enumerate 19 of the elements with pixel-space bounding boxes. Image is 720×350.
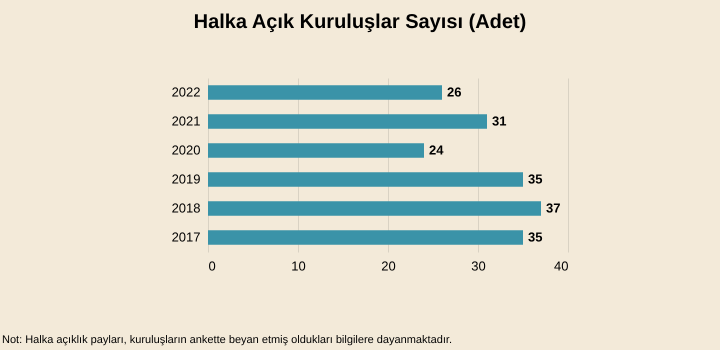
x-tick-label: 10: [291, 258, 306, 274]
y-tick-label: 2019: [172, 172, 200, 186]
y-tick-label: 2020: [172, 142, 200, 158]
y-tick-label: 2017: [172, 230, 200, 244]
data-label: 31: [492, 114, 506, 128]
data-label: 24: [429, 142, 444, 158]
y-tick-label: 2022: [172, 84, 200, 100]
data-label: 26: [447, 84, 462, 100]
chart-title: Halka Açık Kuruluşlar Sayısı (Adet): [194, 11, 526, 33]
y-tick-label: 2018: [172, 200, 200, 216]
data-label: 37: [546, 200, 560, 216]
y-tick-label: 2021: [172, 114, 200, 128]
x-tick-label: 40: [554, 258, 568, 274]
x-tick-label: 0: [208, 258, 216, 274]
text: Not: Halka açıklık payları, kuruluşların ankette beyan etmiş oldukları bilgilere dayanmaktadır.: [2, 334, 452, 346]
data-label: 35: [528, 172, 542, 186]
x-tick-label: 30: [471, 258, 486, 274]
x-tick-label: 20: [381, 258, 396, 274]
data-label: 35: [528, 230, 542, 244]
